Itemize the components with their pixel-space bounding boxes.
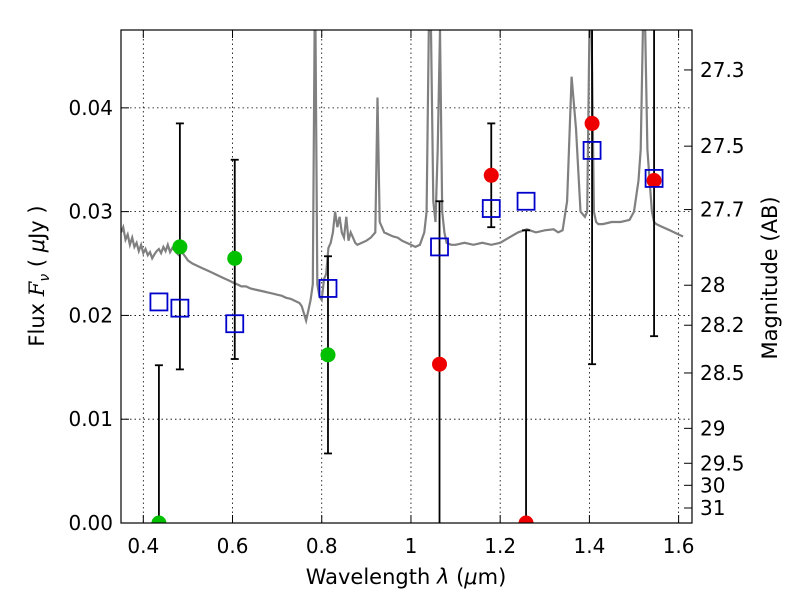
data-point (584, 115, 600, 131)
x-tick-label: 1.6 (663, 534, 695, 558)
plot-frame (120, 29, 693, 524)
y-tick-label: 0.00 (68, 511, 113, 535)
x-axis-label: Wavelength λ (μm) (306, 565, 507, 589)
model-point (225, 314, 245, 334)
magnitude-tick-label: 30 (700, 473, 725, 497)
model-point (582, 140, 602, 160)
data-point (518, 515, 534, 523)
y-axis: 0.00 0.01 0.02 0.03 0.04 (68, 96, 129, 535)
y-tick-label: 0.02 (68, 303, 113, 327)
model-point (516, 191, 536, 211)
y-tick-label: 0.03 (68, 200, 113, 224)
data-point (227, 250, 243, 266)
y-tick-label: 0.04 (68, 96, 113, 120)
magnitude-tick-label: 28.2 (700, 313, 745, 337)
data-point (483, 167, 499, 183)
model-sed-line (121, 30, 684, 325)
magnitude-tick-label: 31 (700, 496, 725, 520)
x-axis: 0.4 0.6 0.8 1 1.2 1.4 1.6 (127, 30, 695, 558)
magnitude-tick-label: 29.5 (700, 451, 745, 475)
y-tick-label: 0.01 (68, 407, 113, 431)
error-bars (154, 30, 659, 523)
x-tick-label: 0.4 (127, 534, 159, 558)
x-tick-label: 0.8 (306, 534, 338, 558)
data-point (432, 356, 448, 372)
model-point (644, 169, 664, 188)
model-point (149, 292, 169, 312)
data-point (151, 515, 167, 523)
y-axis-label: Flux Fν ( μJy ) (25, 205, 53, 346)
data-markers (149, 115, 664, 523)
model-point (170, 298, 190, 318)
magnitude-tick-label: 27.3 (700, 58, 745, 82)
magnitude-tick-label: 27.5 (700, 134, 745, 158)
magnitude-axis-label: Magnitude (AB) (758, 196, 782, 359)
model-point (481, 199, 501, 218)
magnitude-tick-label: 28 (700, 273, 725, 297)
x-tick-label: 1.4 (573, 534, 605, 558)
magnitude-tick-label: 27.7 (700, 198, 745, 222)
data-point (646, 172, 662, 188)
x-tick-label: 1 (405, 534, 418, 558)
data-point (320, 347, 336, 363)
magnitude-tick-label: 28.5 (700, 361, 745, 385)
x-tick-label: 0.6 (217, 534, 249, 558)
model-point (430, 237, 449, 257)
magnitude-tick-label: 29 (700, 416, 725, 440)
data-point (172, 239, 188, 255)
grid-lines (121, 30, 692, 523)
model-point (318, 279, 338, 298)
x-tick-label: 1.2 (484, 534, 516, 558)
